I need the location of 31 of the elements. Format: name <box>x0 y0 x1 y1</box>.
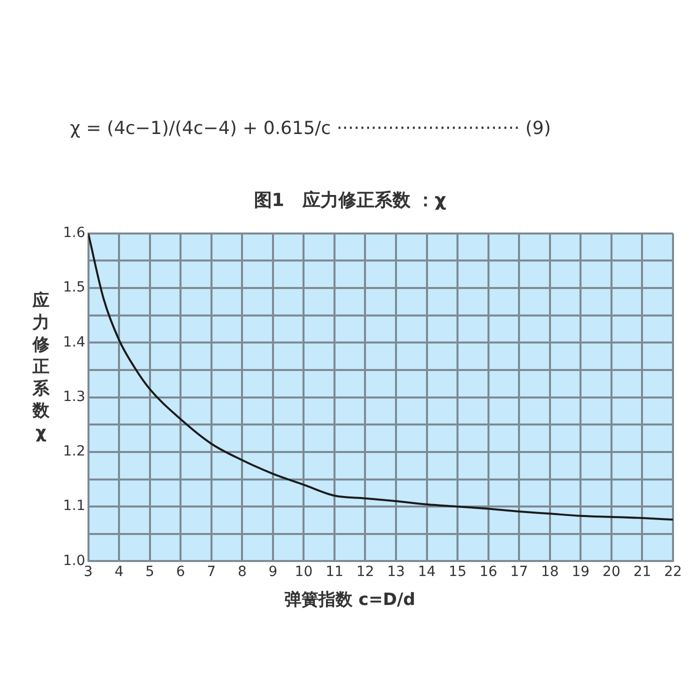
y-axis-title: 应力修正系数 χ <box>31 290 50 444</box>
x-tick-label: 5 <box>145 564 154 580</box>
x-tick-label: 4 <box>114 564 124 580</box>
x-tick-label: 15 <box>448 564 466 580</box>
x-tick-label: 16 <box>479 564 498 580</box>
x-tick-label: 7 <box>206 564 216 580</box>
x-tick-label: 20 <box>602 564 620 580</box>
x-tick-label: 18 <box>540 564 559 580</box>
x-tick-label: 22 <box>664 564 682 580</box>
y-tick-label: 1.5 <box>63 280 86 296</box>
x-tick-label: 17 <box>510 564 528 580</box>
x-tick-label: 6 <box>176 564 186 580</box>
x-tick-label: 8 <box>238 564 247 580</box>
x-tick-label: 19 <box>572 564 590 580</box>
x-tick-label: 9 <box>268 564 278 580</box>
x-tick-label: 13 <box>387 564 405 580</box>
y-tick-label: 1.6 <box>63 225 86 242</box>
x-tick-label: 21 <box>633 564 652 580</box>
x-tick-label: 14 <box>418 564 436 580</box>
chart-title: 图1 应力修正系数 ：χ <box>252 189 448 212</box>
x-tick-label: 11 <box>326 564 344 580</box>
x-tick-label: 10 <box>294 564 313 580</box>
text: χ = (4c−1)/(4c−4) + 0.615/c ································ (9) <box>70 118 552 139</box>
y-tick-label: 1.3 <box>63 388 86 405</box>
y-tick-label: 1.1 <box>63 498 86 514</box>
y-tick-label: 1.2 <box>63 444 86 460</box>
x-axis-title: 弹簧指数 c=D/d <box>284 589 416 611</box>
x-tick-label: 12 <box>356 564 374 580</box>
y-tick-label: 1.4 <box>63 334 86 350</box>
x-tick-label: 3 <box>84 564 93 580</box>
y-tick-label: 1.0 <box>63 552 86 569</box>
